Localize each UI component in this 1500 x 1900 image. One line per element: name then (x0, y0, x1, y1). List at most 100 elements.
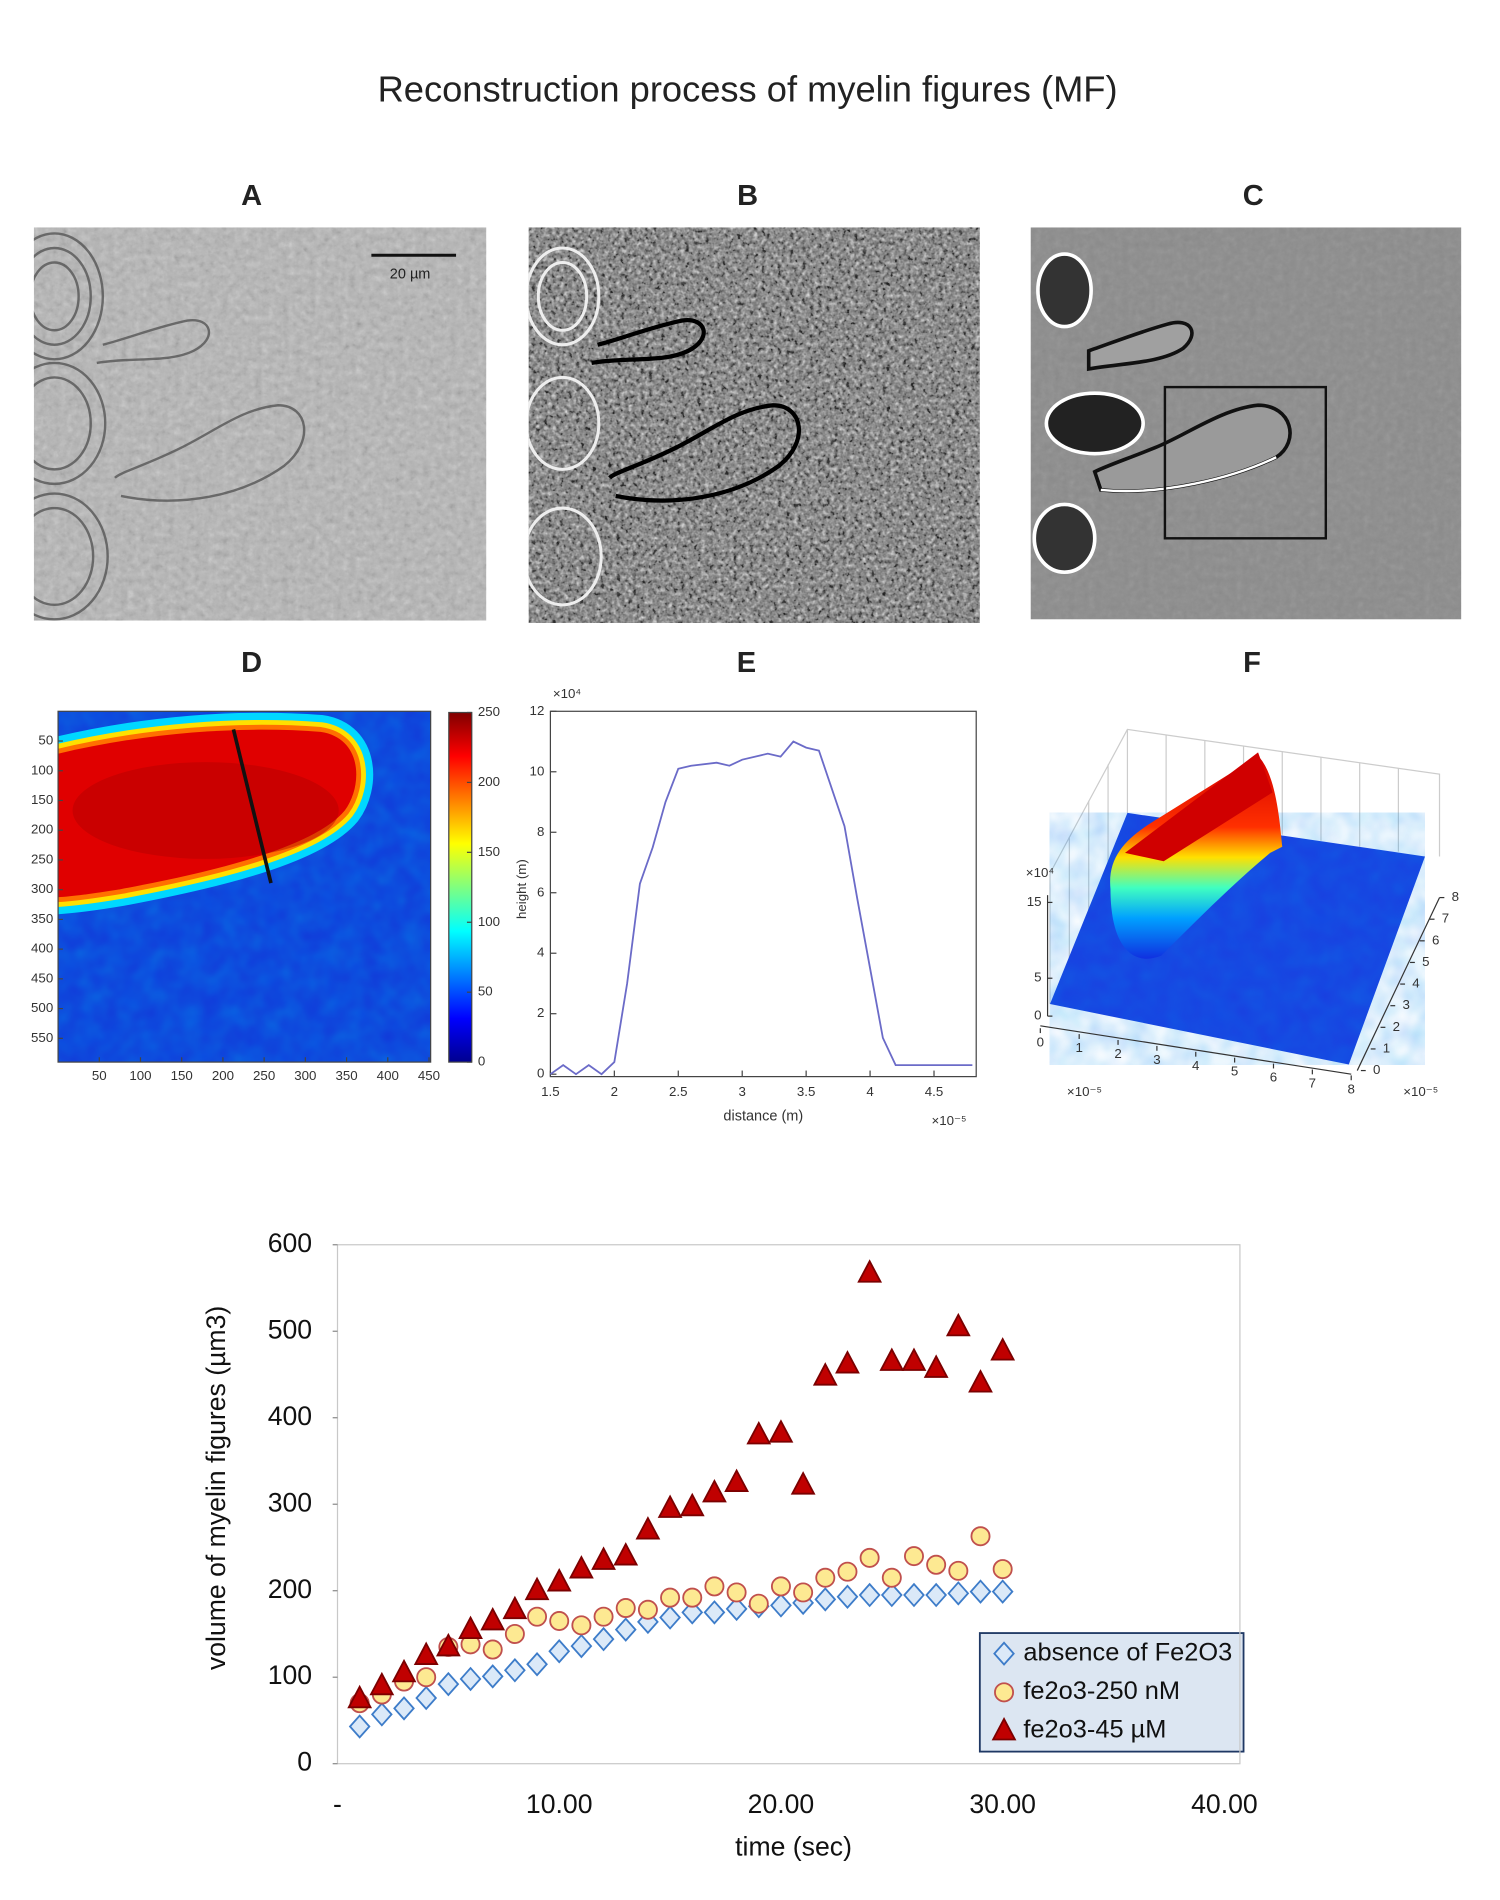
triangle-marker (369, 1671, 395, 1696)
x-tick-label: 2.5 (669, 1084, 688, 1099)
figure-title: Reconstruction process of myelin figures… (378, 69, 1118, 110)
triangle-marker (569, 1555, 594, 1579)
y-tick-label: 500 (268, 1314, 312, 1344)
x-tick-label: 50 (92, 1068, 107, 1083)
circle-marker (527, 1606, 548, 1627)
circle-marker (504, 1623, 525, 1644)
triangle-marker (702, 1478, 727, 1503)
x-tick-label: 150 (171, 1068, 193, 1083)
colorbar-tick-label: 100 (478, 914, 500, 929)
x-tick-label: 5 (1231, 1064, 1238, 1079)
triangle-marker (391, 1658, 417, 1683)
triangle-marker (857, 1259, 883, 1283)
y-tick-label: 5 (1422, 954, 1429, 969)
y-tick-label: 4 (1412, 976, 1419, 991)
z-multiplier: ×10⁴ (1026, 865, 1055, 880)
x-tick-label: 4 (1192, 1058, 1199, 1073)
diamond-marker (681, 1600, 704, 1625)
y-tick-label: 0 (297, 1747, 312, 1777)
panel-label: A (241, 180, 262, 212)
legend-box (978, 1632, 1245, 1753)
x-tick-label: - (333, 1789, 342, 1819)
diamond-marker (969, 1579, 992, 1604)
triangle-marker (591, 1546, 616, 1570)
x-tick-label: 350 (335, 1068, 357, 1083)
colorbar (448, 711, 473, 1063)
y-tick-label: 50 (38, 733, 53, 748)
circle-marker (593, 1606, 614, 1627)
x-tick-label: 1 (1075, 1040, 1082, 1055)
legend-marker (991, 1717, 1017, 1741)
legend-label: absence of Fe2O3 (1023, 1638, 1232, 1666)
diamond-marker (880, 1582, 903, 1608)
triangle-marker (901, 1347, 927, 1371)
triangle-marker (679, 1492, 705, 1517)
circle-marker (815, 1567, 836, 1588)
diamond-marker (370, 1702, 393, 1727)
y-tick-label: 400 (31, 941, 53, 956)
diamond-marker (703, 1600, 726, 1625)
triangle-marker (812, 1362, 838, 1386)
y-multiplier: ×10⁻⁵ (1403, 1084, 1438, 1099)
micrograph-a (33, 227, 487, 621)
y-tick-label: 8 (1452, 889, 1459, 904)
circle-marker (682, 1587, 703, 1608)
colorbar-tick-label: 150 (478, 844, 500, 859)
x-tick-label: 300 (294, 1068, 316, 1083)
y-tick-label: 200 (31, 822, 53, 837)
triangle-marker (835, 1350, 860, 1374)
circle-marker (615, 1598, 636, 1619)
triangle-marker (480, 1606, 506, 1631)
triangle-marker (458, 1615, 483, 1640)
x-tick-label: 2 (1114, 1046, 1121, 1061)
y-tick-label: 6 (537, 884, 544, 899)
x-tick-label: 250 (253, 1068, 275, 1083)
triangle-marker (435, 1632, 461, 1657)
diamond-marker (925, 1582, 948, 1608)
x-tick-label: 4 (866, 1084, 873, 1099)
diamond-marker (570, 1633, 593, 1659)
micrograph-c (1030, 227, 1462, 620)
triangle-marker (502, 1595, 528, 1620)
y-tick-label: 1 (1383, 1040, 1390, 1055)
diamond-marker (947, 1581, 970, 1606)
x-axis-label: time (sec) (735, 1831, 852, 1861)
legend-label: fe2o3-45 µM (1023, 1716, 1166, 1744)
profile-line (549, 740, 973, 1076)
y-axis-label: volume of myelin figures (µm3) (201, 1306, 231, 1670)
circle-marker (992, 1559, 1013, 1580)
circle-marker (637, 1599, 658, 1620)
y-tick-label: 350 (31, 911, 53, 926)
x-tick-label: 0 (1037, 1034, 1044, 1049)
x-tick-label: 30.00 (969, 1789, 1036, 1819)
colorbar-tick-label: 0 (478, 1054, 485, 1069)
surface-plot (1040, 728, 1441, 1075)
triangle-marker (657, 1494, 683, 1518)
y-tick-label: 4 (537, 945, 544, 960)
y-axis-label: height (m) (514, 859, 529, 919)
y-tick-label: 100 (31, 762, 53, 777)
x-multiplier: ×10⁻⁵ (1067, 1084, 1102, 1099)
circle-marker (770, 1576, 791, 1597)
triangle-marker (347, 1684, 373, 1709)
y-tick-label: 10 (530, 763, 545, 778)
micrograph-b (528, 227, 980, 623)
x-multiplier: ×10⁻⁵ (931, 1113, 966, 1128)
circle-marker (549, 1611, 570, 1631)
diamond-marker (592, 1626, 615, 1652)
colorbar-tick-label: 50 (478, 984, 493, 999)
diamond-marker (437, 1671, 460, 1697)
y-tick-label: 450 (31, 970, 53, 985)
x-tick-label: 3.5 (797, 1084, 816, 1099)
y-tick-label: 6 (1432, 932, 1439, 947)
circle-marker (704, 1576, 725, 1597)
x-tick-label: 3 (1153, 1052, 1160, 1067)
diamond-marker (393, 1696, 415, 1721)
circle-marker (859, 1547, 880, 1568)
y-tick-label: 2 (1393, 1019, 1400, 1034)
diamond-marker (614, 1617, 637, 1642)
triangle-marker (413, 1641, 439, 1665)
diamond-marker (526, 1651, 548, 1677)
